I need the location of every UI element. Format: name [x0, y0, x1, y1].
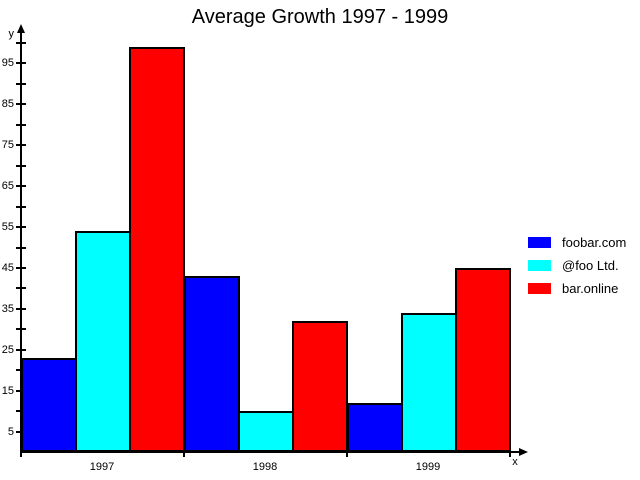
y-tick-label: 15 [1, 384, 14, 397]
y-tick [16, 226, 26, 229]
y-tick [16, 123, 26, 126]
y-tick [16, 144, 26, 147]
y-tick [16, 328, 26, 331]
bar--foo-ltd--1998 [238, 411, 294, 452]
y-tick-label: 95 [1, 57, 14, 70]
y-tick [16, 42, 26, 44]
y-tick [16, 82, 26, 85]
bar-bar-online-1998 [292, 321, 348, 452]
x-axis-arrow-icon [519, 448, 528, 456]
legend-item: bar.online [528, 281, 626, 296]
chart-title: Average Growth 1997 - 1999 [191, 6, 449, 28]
legend-item: @foo Ltd. [528, 258, 626, 273]
x-tick [20, 448, 22, 457]
legend-swatch [528, 237, 551, 248]
bar-bar-online-1997 [129, 47, 185, 452]
y-tick-label: 35 [1, 302, 14, 315]
y-tick-label: 5 [7, 425, 14, 438]
bar--foo-ltd--1999 [401, 313, 457, 452]
category-label: 1999 [415, 461, 441, 473]
category-label: 1997 [89, 461, 115, 473]
y-tick-label: 65 [1, 180, 14, 193]
y-tick [16, 246, 26, 249]
bar-foobar-com-1999 [347, 403, 403, 452]
legend-label: @foo Ltd. [562, 258, 619, 273]
y-axis-arrow-icon [17, 24, 25, 33]
x-axis-label: x [512, 456, 518, 468]
y-tick [16, 287, 26, 290]
bar-foobar-com-1998 [184, 276, 240, 452]
y-tick-label: 55 [1, 221, 14, 234]
legend-swatch [528, 283, 551, 294]
x-axis-line [20, 451, 519, 453]
category-label: 1998 [252, 461, 278, 473]
x-tick [183, 448, 185, 457]
y-tick [16, 266, 26, 269]
y-tick [16, 62, 26, 65]
bar-bar-online-1999 [455, 268, 511, 452]
x-tick [509, 448, 511, 457]
legend-swatch [528, 260, 551, 271]
y-tick-label: 75 [1, 139, 14, 152]
y-tick-label: 85 [1, 98, 14, 111]
y-axis-line [20, 31, 22, 452]
legend: foobar.com @foo Ltd. bar.online [528, 235, 627, 305]
y-tick [16, 348, 26, 351]
x-tick [346, 448, 348, 457]
y-tick [16, 103, 26, 106]
y-tick [16, 205, 26, 208]
y-axis-label: y [8, 28, 15, 40]
y-tick-label: 45 [1, 261, 14, 274]
legend-item: foobar.com [528, 235, 627, 250]
legend-label: bar.online [562, 281, 619, 296]
y-tick-label: 25 [1, 343, 14, 356]
y-tick [16, 164, 26, 167]
y-tick [16, 185, 26, 188]
bar--foo-ltd--1997 [75, 231, 131, 452]
y-tick [16, 307, 26, 310]
legend-label: foobar.com [562, 235, 627, 250]
bar-foobar-com-1997 [21, 358, 77, 452]
